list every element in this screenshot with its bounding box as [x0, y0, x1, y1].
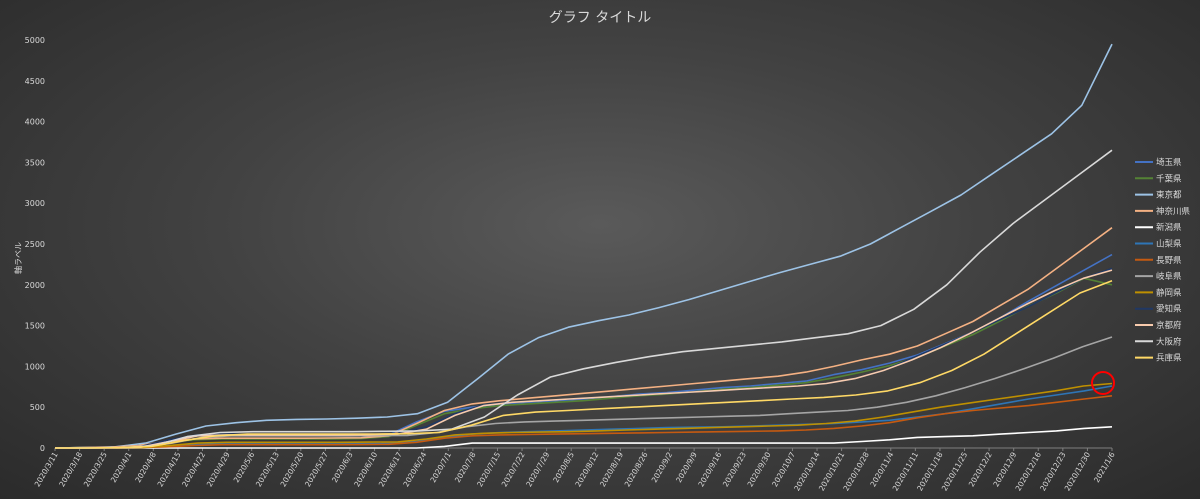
legend-label: 京都府	[1156, 320, 1182, 331]
series-line	[54, 277, 1113, 449]
legend-label: 愛知県	[1156, 304, 1182, 315]
x-tick-label: 2020/12/9	[991, 450, 1018, 488]
x-tick-label: 2020/7/15	[475, 450, 502, 488]
x-tick-label: 2020/6/3	[330, 450, 355, 484]
series-line	[55, 279, 1113, 449]
x-tick-label: 2020/8/26	[623, 450, 650, 488]
x-tick-label: 2020/4/29	[205, 450, 232, 488]
y-tick-label: 3500	[25, 158, 45, 167]
y-axis-ticks: 0 500 1000 1500 2000 2500 3000 3500 4000 4500 5000	[25, 36, 45, 453]
legend-label: 埼玉県	[1156, 157, 1182, 168]
y-tick-label: 2000	[25, 281, 45, 290]
x-tick-label: 2020/10/7	[770, 450, 797, 488]
x-tick-label: 2020/6/24	[401, 450, 428, 488]
x-tick-label: 2020/7/1	[428, 450, 453, 484]
legend-label: 神奈川県	[1156, 206, 1191, 217]
x-tick-label: 2020/11/4	[868, 450, 895, 488]
series-line	[55, 395, 1113, 449]
x-tick-label: 2020/4/8	[133, 450, 158, 484]
x-tick-label: 2020/8/5	[551, 450, 576, 484]
series-line	[55, 269, 1113, 449]
series-line	[55, 336, 1113, 449]
legend-label: 大阪府	[1156, 336, 1182, 347]
x-tick-label: 2020/3/18	[57, 450, 84, 488]
x-tick-label: 2020/9/16	[696, 450, 723, 488]
x-tick-label: 2020/5/27	[303, 450, 330, 488]
x-tick-label: 2020/9/23	[721, 450, 748, 488]
x-tick-label: 2020/3/25	[82, 450, 109, 488]
x-tick-label: 2020/10/28	[842, 450, 872, 492]
x-tick-label: 2020/9/2	[650, 450, 675, 484]
x-tick-label: 2020/12/30	[1063, 450, 1093, 492]
series-line	[55, 426, 1113, 449]
legend-label: 東京都	[1156, 190, 1182, 201]
x-tick-label: 2020/12/2	[967, 450, 994, 488]
x-tick-label: 2021/1/6	[1092, 450, 1117, 484]
x-tick-label: 2020/7/22	[500, 450, 527, 488]
x-tick-label: 2020/9/30	[746, 450, 773, 488]
y-tick-label: 1000	[25, 362, 45, 371]
legend-label: 千葉県	[1156, 173, 1182, 184]
series-line	[55, 382, 1113, 449]
x-tick-label: 2020/8/19	[598, 450, 625, 488]
legend-label: 静岡県	[1156, 287, 1182, 298]
x-tick-label: 2020/6/17	[377, 450, 404, 488]
x-tick-label: 2020/7/29	[524, 450, 551, 488]
y-tick-label: 2500	[25, 240, 45, 249]
series-line	[54, 227, 1113, 449]
y-tick-label: 4000	[25, 118, 45, 127]
x-tick-label: 2020/4/1	[109, 450, 134, 484]
series-line	[54, 253, 1113, 449]
x-tick-label: 2020/4/15	[156, 450, 183, 488]
series-lines	[54, 43, 1113, 449]
y-tick-label: 1500	[25, 322, 45, 331]
legend-label: 長野県	[1156, 256, 1182, 266]
x-tick-label: 2020/5/20	[279, 450, 306, 488]
x-tick-label: 2020/7/8	[453, 450, 478, 484]
x-tick-label: 2020/6/10	[352, 450, 379, 488]
legend-label: 兵庫県	[1156, 353, 1182, 364]
x-tick-label: 2020/5/13	[254, 450, 281, 488]
y-tick-label: 3000	[25, 199, 45, 208]
legend-label: 岐阜県	[1156, 271, 1182, 282]
series-line	[55, 149, 1113, 449]
y-tick-label: 0	[40, 444, 45, 453]
legend-label: 山梨県	[1156, 239, 1182, 250]
series-line	[54, 43, 1113, 449]
x-tick-label: 2020/11/25	[940, 450, 970, 492]
legend-label: 新潟県	[1156, 222, 1182, 233]
y-tick-label: 500	[30, 403, 45, 412]
y-tick-label: 5000	[25, 36, 45, 45]
annotation-circle	[1091, 371, 1115, 395]
x-tick-label: 2020/9/9	[674, 450, 699, 484]
x-tick-label: 2020/8/12	[573, 450, 600, 488]
x-tick-label: 2020/4/22	[180, 450, 207, 488]
y-axis-label: 軸ラベル	[13, 242, 23, 274]
x-tick-label: 2020/5/6	[232, 450, 257, 484]
chart-title: グラフ タイトル	[549, 10, 651, 26]
x-tick-label: 2020/3/11	[33, 450, 60, 488]
y-tick-label: 4500	[25, 77, 45, 86]
